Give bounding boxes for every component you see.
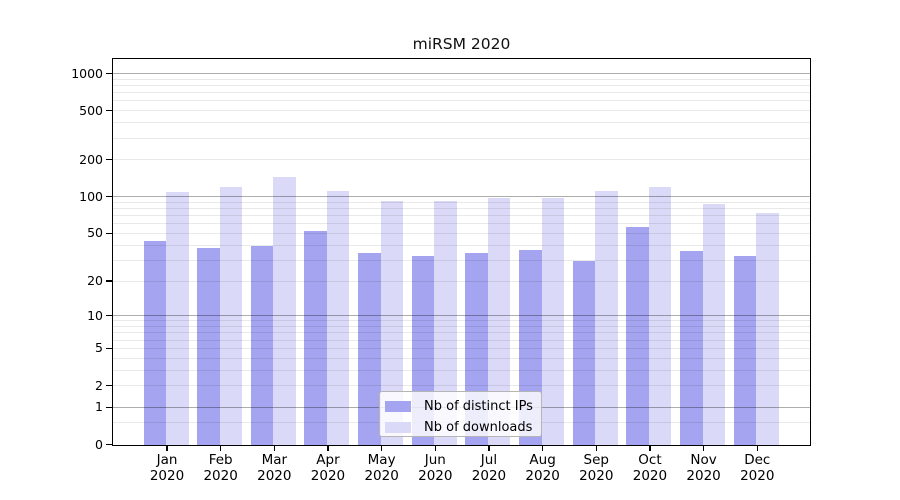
y-tick-mark xyxy=(106,280,112,282)
bar-downloads-aug xyxy=(541,198,565,445)
x-tick-mark xyxy=(434,446,436,451)
y-tick-label-100: 100 xyxy=(79,188,103,204)
bar-distinct-ips-feb xyxy=(197,248,220,445)
y-tick-label-2: 2 xyxy=(95,377,103,393)
y-tick-label-50: 50 xyxy=(87,225,103,241)
bar-downloads-jun xyxy=(434,201,457,445)
y-tick-label-200: 200 xyxy=(79,151,103,167)
y-tick-label-1: 1 xyxy=(95,399,103,415)
x-tick-label-feb: Feb 2020 xyxy=(203,452,238,484)
x-tick-label-apr: Apr 2020 xyxy=(310,452,346,484)
bars-layer xyxy=(113,59,810,445)
bar-downloads-jan xyxy=(166,192,189,445)
y-tick-mark xyxy=(106,110,112,112)
y-tick-label-500: 500 xyxy=(79,102,103,118)
legend-item-distinct-ips: Nb of distinct IPs xyxy=(385,396,535,417)
x-tick-label-jun: Jun 2020 xyxy=(418,452,453,484)
legend-label-distinct-ips: Nb of distinct IPs xyxy=(424,399,533,414)
chart-title: miRSM 2020 xyxy=(412,35,511,53)
bar-downloads-may xyxy=(380,201,404,445)
x-tick-mark xyxy=(273,446,275,451)
bar-downloads-nov xyxy=(702,203,726,445)
x-tick-label-aug: Aug 2020 xyxy=(525,452,560,484)
x-tick-mark xyxy=(756,446,758,451)
y-tick-mark xyxy=(106,443,112,446)
legend-label-downloads: Nb of downloads xyxy=(424,420,533,435)
x-tick-mark xyxy=(702,446,705,451)
x-tick-mark xyxy=(649,446,651,451)
y-tick-mark xyxy=(106,72,112,75)
x-tick-mark xyxy=(488,446,490,451)
legend-item-downloads: Nb of downloads xyxy=(385,417,535,438)
bar-distinct-ips-jan xyxy=(143,240,166,445)
x-tick-mark xyxy=(327,446,329,451)
y-tick-mark xyxy=(106,347,112,349)
y-tick-label-0: 0 xyxy=(95,436,103,452)
bar-downloads-mar xyxy=(273,176,296,445)
y-tick-mark xyxy=(106,232,112,234)
y-tick-mark xyxy=(106,315,112,317)
x-tick-mark xyxy=(541,446,544,451)
bar-downloads-sep xyxy=(595,190,618,445)
y-tick-mark xyxy=(106,406,112,408)
bar-distinct-ips-mar xyxy=(250,245,274,445)
y-tick-mark xyxy=(106,196,112,198)
y-tick-label-20: 20 xyxy=(87,273,103,288)
bar-downloads-dec xyxy=(756,213,779,445)
y-tick-mark xyxy=(106,159,112,161)
x-tick-label-oct: Oct 2020 xyxy=(632,452,668,484)
x-tick-mark xyxy=(380,446,383,451)
x-tick-label-may: May 2020 xyxy=(364,452,399,484)
bar-distinct-ips-may xyxy=(358,252,381,445)
x-tick-label-jul: Jul 2020 xyxy=(471,452,507,484)
y-tick-label-5: 5 xyxy=(95,340,103,356)
bar-downloads-jul xyxy=(487,198,511,445)
bar-distinct-ips-sep xyxy=(572,260,596,445)
y-tick-label-1000: 1000 xyxy=(71,65,103,81)
x-tick-label-nov: Nov 2020 xyxy=(686,452,721,484)
x-tick-label-mar: Mar 2020 xyxy=(257,452,292,484)
bar-distinct-ips-nov xyxy=(680,251,703,445)
x-tick-label-dec: Dec 2020 xyxy=(740,452,775,484)
x-tick-label-sep: Sep 2020 xyxy=(579,452,614,484)
x-tick-label-jan: Jan 2020 xyxy=(149,452,185,484)
x-tick-mark xyxy=(166,446,168,451)
y-tick-mark xyxy=(106,384,112,387)
x-tick-mark xyxy=(220,446,222,451)
x-tick-mark xyxy=(595,446,597,451)
bar-downloads-feb xyxy=(219,187,243,445)
bar-distinct-ips-dec xyxy=(733,255,757,445)
bar-downloads-oct xyxy=(648,186,672,445)
plot-area xyxy=(112,58,811,446)
legend-swatch-downloads-icon xyxy=(385,422,411,433)
bar-downloads-apr xyxy=(326,191,350,445)
legend: Nb of distinct IPs Nb of downloads xyxy=(379,391,542,437)
legend-swatch-distinct-ips-icon xyxy=(385,401,411,412)
bar-distinct-ips-oct xyxy=(626,226,649,445)
y-tick-label-10: 10 xyxy=(87,307,103,323)
bar-distinct-ips-apr xyxy=(304,230,327,445)
